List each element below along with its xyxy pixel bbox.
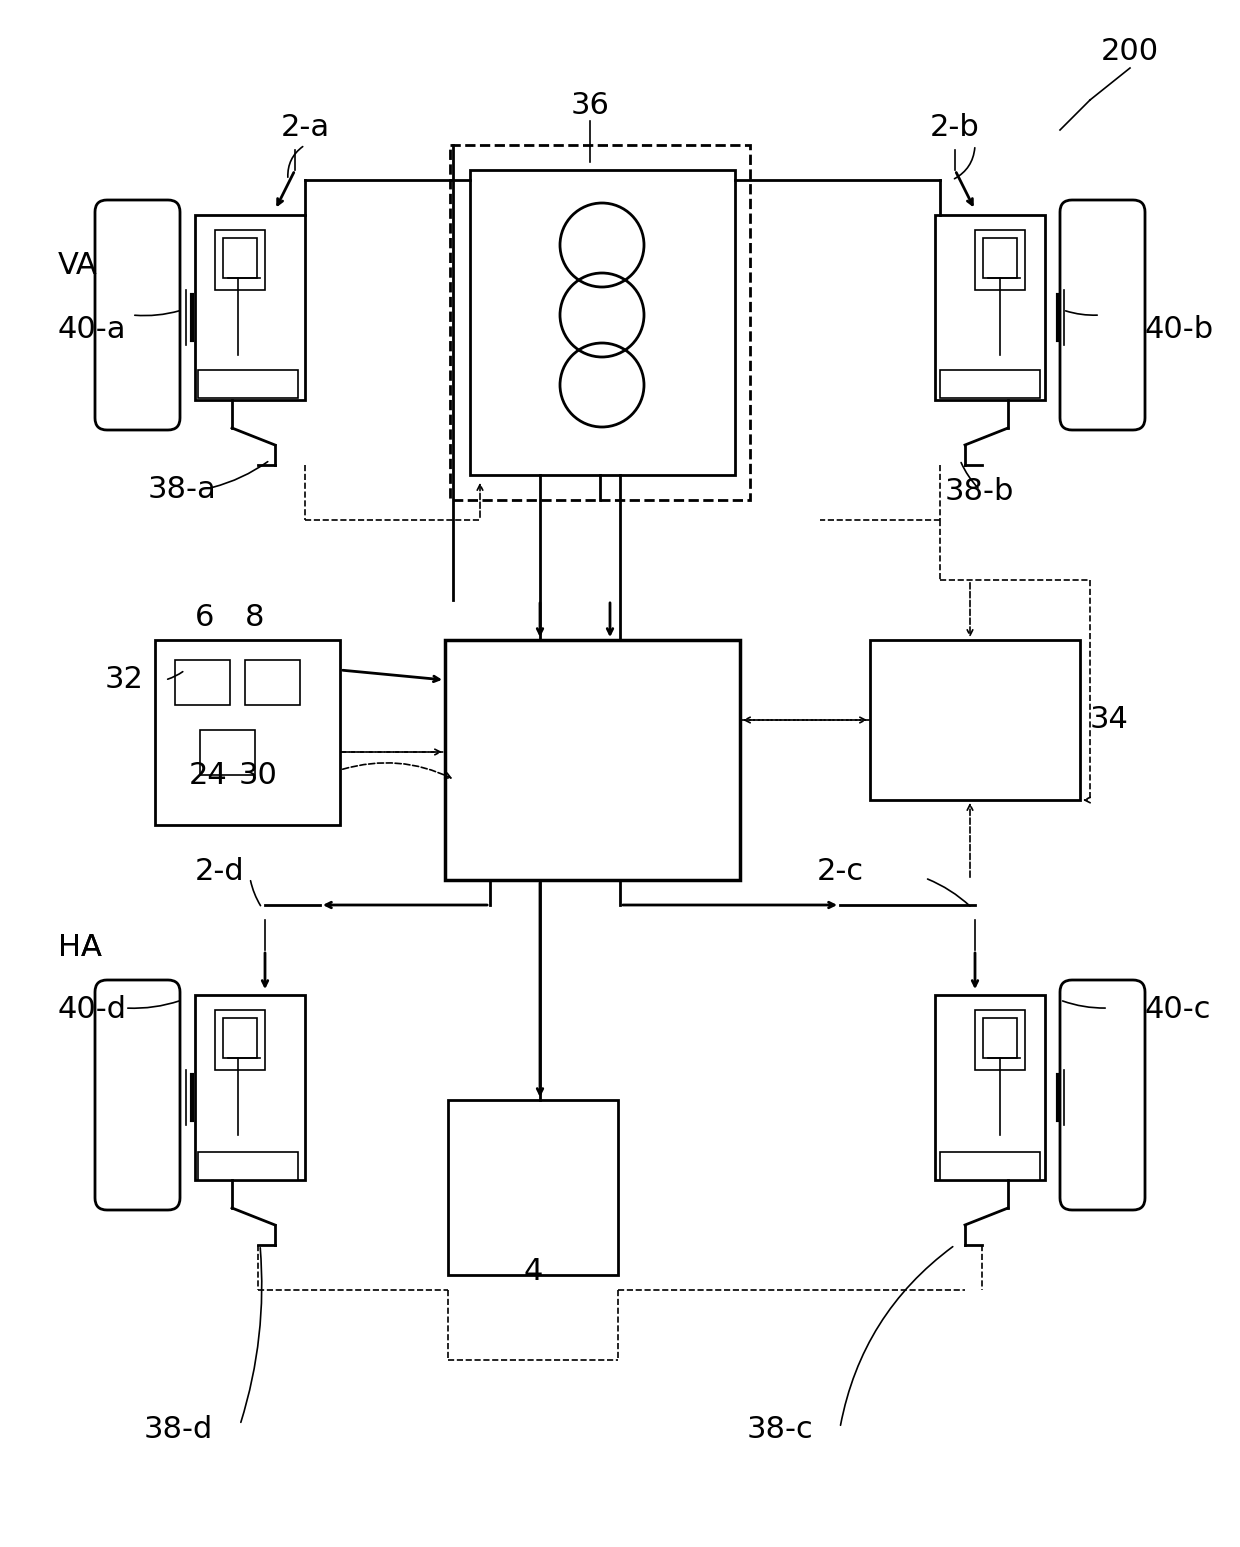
FancyBboxPatch shape (1060, 200, 1145, 430)
Bar (983, 1018, 1017, 1058)
Text: VA: VA (58, 251, 98, 280)
Bar (195, 215, 305, 401)
Text: 34: 34 (1090, 705, 1128, 735)
Bar (983, 238, 1017, 278)
Bar (935, 995, 1045, 1180)
Text: 4: 4 (523, 1258, 543, 1287)
Bar (940, 1153, 1040, 1180)
Text: 36: 36 (570, 91, 609, 119)
FancyBboxPatch shape (1060, 979, 1145, 1210)
Bar (975, 1010, 1025, 1071)
Text: 40-a: 40-a (58, 316, 126, 345)
Text: 200: 200 (1101, 37, 1159, 67)
Bar (448, 1100, 618, 1275)
Bar (450, 145, 750, 500)
FancyBboxPatch shape (95, 200, 180, 430)
Text: 38-b: 38-b (945, 478, 1014, 506)
Bar (940, 370, 1040, 398)
Bar (215, 1010, 265, 1071)
Text: 2-d: 2-d (195, 857, 244, 886)
Text: 38-a: 38-a (148, 475, 217, 504)
Text: 32: 32 (105, 665, 144, 695)
Text: 38-c: 38-c (746, 1416, 813, 1445)
Bar (215, 231, 265, 289)
Text: 24: 24 (188, 761, 227, 789)
Text: 38-d: 38-d (144, 1416, 212, 1445)
Bar (246, 661, 300, 705)
Bar (175, 661, 229, 705)
Bar (155, 640, 340, 825)
Text: 40-d: 40-d (58, 996, 126, 1024)
Bar (200, 730, 255, 775)
Text: 40-b: 40-b (1145, 316, 1214, 345)
Bar (195, 995, 305, 1180)
Text: 2-a: 2-a (280, 113, 330, 142)
Bar (198, 1153, 298, 1180)
Text: 2-c: 2-c (816, 857, 863, 886)
Bar (223, 238, 257, 278)
Text: 2-b: 2-b (930, 113, 980, 142)
Bar (445, 640, 740, 880)
FancyBboxPatch shape (95, 979, 180, 1210)
Bar (198, 370, 298, 398)
Bar (223, 1018, 257, 1058)
Bar (975, 231, 1025, 289)
Text: 40-c: 40-c (1145, 996, 1211, 1024)
Bar (935, 215, 1045, 401)
Bar (470, 170, 735, 475)
Text: HA: HA (58, 933, 102, 962)
Text: 8: 8 (246, 603, 265, 633)
Text: 6: 6 (196, 603, 215, 633)
Bar (870, 640, 1080, 800)
Text: 30: 30 (238, 761, 278, 789)
Text: HA: HA (58, 933, 102, 962)
